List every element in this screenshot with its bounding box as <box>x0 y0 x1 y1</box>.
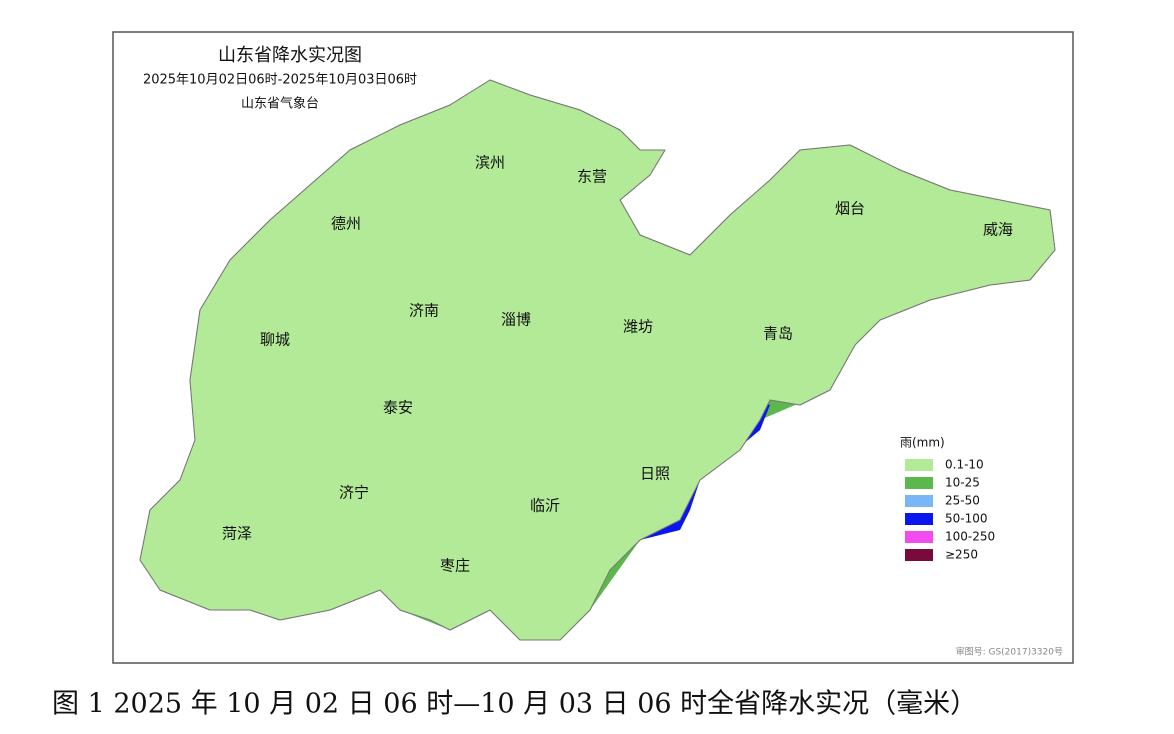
city-label: 烟台 <box>835 200 865 218</box>
city-label: 日照 <box>640 465 670 483</box>
city-label: 威海 <box>983 221 1013 239</box>
city-label: 济宁 <box>339 484 369 502</box>
legend-label: 0.1-10 <box>945 458 984 472</box>
legend-swatch <box>905 477 933 489</box>
legend-swatch <box>905 459 933 471</box>
legend-swatch <box>905 549 933 561</box>
agency: 山东省气象台 <box>241 96 319 112</box>
city-label: 青岛 <box>763 325 793 343</box>
map-subtitle: 2025年10月02日06时-2025年10月03日06时 <box>143 73 417 88</box>
city-labels: 滨州东营德州 烟台威海聊城 济南淄博 潍坊 青岛泰安日照济宁临沂菏泽枣庄 <box>222 154 1013 575</box>
legend-title: 雨(mm) <box>900 436 945 450</box>
legend-label: 100-250 <box>945 530 995 544</box>
province-map <box>139 79 1056 641</box>
city-label: 潍坊 <box>623 318 653 336</box>
legend-label: 10-25 <box>945 476 980 490</box>
figure-caption: 图 1 2025 年 10 月 02 日 06 时—10 月 03 日 06 时… <box>52 689 977 720</box>
legend-label: 50-100 <box>945 512 988 526</box>
city-label: 淄博 <box>501 311 531 329</box>
city-label: 泰安 <box>383 399 413 417</box>
city-label: 菏泽 <box>222 525 252 543</box>
city-label: 临沂 <box>530 497 560 515</box>
city-label: 东营 <box>577 168 607 186</box>
city-label: 枣庄 <box>440 557 470 575</box>
city-label: 德州 <box>331 215 361 233</box>
legend-swatch <box>905 513 933 525</box>
legend-label: 25-50 <box>945 494 980 508</box>
approval-number: 审图号: GS(2017)3320号 <box>956 646 1063 658</box>
city-label: 滨州 <box>475 154 505 172</box>
city-label: 聊城 <box>260 331 290 349</box>
legend-swatch <box>905 495 933 507</box>
city-label: 济南 <box>409 302 439 320</box>
map-title: 山东省降水实况图 <box>218 45 362 66</box>
legend-swatch <box>905 531 933 543</box>
legend-label: ≥250 <box>945 548 978 562</box>
legend: 雨(mm) 0.1-10 10-25 25-50 50-100 100-250 ≥250 <box>900 436 995 562</box>
